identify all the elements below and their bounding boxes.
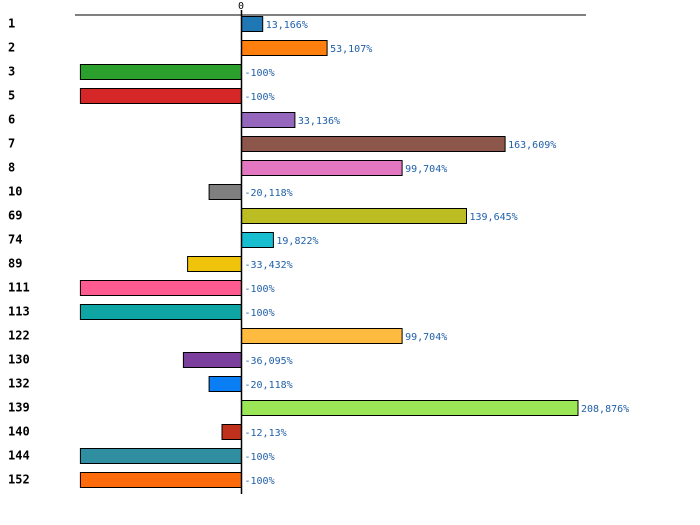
category-label: 74	[8, 233, 22, 247]
value-label: -20,118%	[245, 188, 293, 199]
category-label: 8	[8, 161, 15, 175]
bar	[79, 280, 243, 296]
value-label: 99,704%	[405, 164, 447, 175]
bar	[241, 40, 328, 56]
category-label: 139	[8, 401, 30, 415]
bar	[241, 136, 506, 152]
value-label: 139,645%	[470, 212, 518, 223]
category-label: 89	[8, 257, 22, 271]
value-label: 13,166%	[266, 20, 308, 31]
category-label: 2	[8, 41, 15, 55]
category-label: 7	[8, 137, 15, 151]
value-label: 163,609%	[508, 140, 556, 151]
bars-group: 1 13,166% 2 53,107% 3 -100% 5 -100% 6 33,136% 7 163…	[8, 16, 629, 488]
category-label: 132	[8, 377, 30, 391]
value-label: 19,822%	[276, 236, 318, 247]
value-label: -100%	[245, 284, 275, 295]
value-label: -100%	[245, 68, 275, 79]
value-label: -36,095%	[245, 356, 293, 367]
value-label: 208,876%	[581, 404, 629, 415]
category-label: 10	[8, 185, 22, 199]
bar	[221, 424, 242, 440]
value-label: 33,136%	[298, 116, 340, 127]
bar	[241, 328, 403, 344]
bar	[182, 352, 242, 368]
category-label: 113	[8, 305, 30, 319]
bar	[79, 304, 243, 320]
value-label: -100%	[245, 476, 275, 487]
zero-tick-label: 0	[238, 1, 244, 12]
category-label: 152	[8, 473, 30, 487]
category-label: 5	[8, 89, 15, 103]
bar	[241, 232, 274, 248]
bar	[79, 64, 243, 80]
category-label: 69	[8, 209, 22, 223]
bar	[79, 472, 243, 488]
value-label: -100%	[245, 452, 275, 463]
category-label: 1	[8, 17, 15, 31]
bar	[241, 208, 467, 224]
bar	[241, 160, 403, 176]
value-label: -33,432%	[245, 260, 293, 271]
category-label: 111	[8, 281, 30, 295]
bar	[208, 184, 243, 200]
category-label: 6	[8, 113, 15, 127]
value-label: -20,118%	[245, 380, 293, 391]
bar	[241, 112, 296, 128]
bar	[241, 400, 579, 416]
category-label: 130	[8, 353, 30, 367]
category-label: 140	[8, 425, 30, 439]
category-label: 122	[8, 329, 30, 343]
category-label: 144	[8, 449, 30, 463]
bar	[241, 16, 264, 32]
bar	[208, 376, 243, 392]
bar	[187, 256, 243, 272]
value-label: -100%	[245, 308, 275, 319]
value-label: 99,704%	[405, 332, 447, 343]
bar	[79, 448, 243, 464]
category-label: 3	[8, 65, 15, 79]
value-label: -12,13%	[245, 428, 287, 439]
bar	[79, 88, 243, 104]
value-label: -100%	[245, 92, 275, 103]
value-label: 53,107%	[330, 44, 372, 55]
